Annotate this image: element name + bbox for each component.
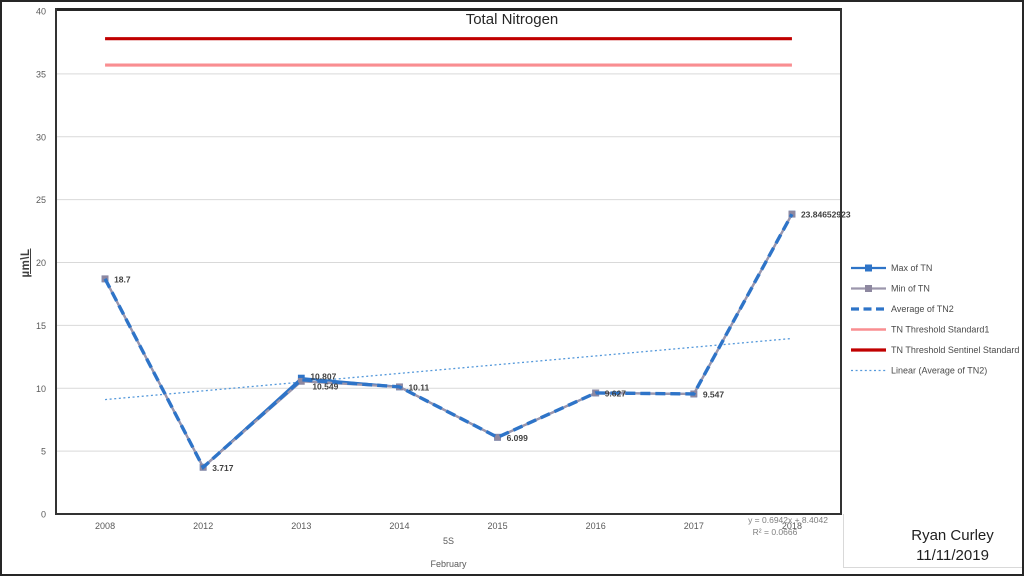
legend-item-average-of-tn2: Average of TN2 bbox=[851, 304, 954, 314]
data-label: 3.717 bbox=[212, 463, 234, 473]
data-label: 10.549 bbox=[312, 381, 338, 391]
x-tick-label: 2014 bbox=[389, 521, 409, 531]
legend-item-tn-threshold-sentinel-standard: TN Threshold Sentinel Standard bbox=[851, 345, 1019, 355]
author-block: Ryan Curley 11/11/2019 bbox=[880, 526, 1024, 566]
legend-sample-marker bbox=[865, 285, 872, 292]
axis-group-label-site: 5S bbox=[442, 536, 454, 546]
legend-label: Max of TN bbox=[891, 263, 932, 273]
marker-square bbox=[788, 210, 796, 218]
y-tick-label: 10 bbox=[36, 384, 46, 394]
y-axis-title: µm\L bbox=[20, 248, 32, 278]
axis-group-label-month: February bbox=[430, 559, 467, 569]
data-label: 10.11 bbox=[408, 382, 429, 392]
series-line-average-of-tn2 bbox=[103, 213, 794, 470]
x-tick-label: 2008 bbox=[95, 521, 115, 531]
legend-item-min-of-tn: Min of TN bbox=[851, 284, 930, 294]
author-name: Ryan Curley bbox=[911, 527, 994, 544]
legend-label: Average of TN2 bbox=[891, 304, 954, 314]
legend: Max of TN Min of TN Average of TN2 TN Thres… bbox=[851, 263, 1019, 376]
legend-label: TN Threshold Standard1 bbox=[891, 325, 989, 335]
marker-square bbox=[297, 377, 305, 385]
legend-label: Linear (Average of TN2) bbox=[891, 366, 987, 376]
series-markers-max-of-tn bbox=[101, 210, 796, 471]
series-line-min-of-tn bbox=[104, 213, 793, 470]
data-label: 23.84652923 bbox=[801, 210, 851, 220]
y-tick-label: 30 bbox=[36, 132, 46, 142]
legend-sample-marker bbox=[865, 264, 872, 272]
series-line-max-of-tn bbox=[104, 213, 793, 470]
y-tick-label: 5 bbox=[41, 447, 46, 457]
legend-item-tn-threshold-standard1: TN Threshold Standard1 bbox=[851, 325, 989, 335]
worksheet-gridline-vertical bbox=[843, 514, 844, 567]
y-axis-tick-labels: 0 5 10 15 20 25 30 35 40 bbox=[36, 7, 46, 520]
worksheet-gridline-horizontal bbox=[843, 567, 1022, 568]
data-label: 18.7 bbox=[114, 274, 131, 284]
trendline-r-squared: R² = 0.0666 bbox=[752, 527, 798, 537]
x-tick-label: 2016 bbox=[586, 521, 606, 531]
data-label: 9.547 bbox=[703, 389, 725, 399]
x-tick-label: 2012 bbox=[193, 521, 213, 531]
y-tick-label: 40 bbox=[36, 7, 46, 17]
y-tick-label: 20 bbox=[36, 258, 46, 268]
marker-square bbox=[494, 433, 501, 441]
y-tick-label: 25 bbox=[36, 195, 46, 205]
x-tick-label: 2015 bbox=[488, 521, 508, 531]
series-markers-min-of-tn bbox=[101, 210, 796, 471]
data-label: 10.807 bbox=[310, 372, 336, 382]
x-tick-label: 2018 bbox=[782, 521, 802, 531]
legend-item-linear-average-of-tn2: Linear (Average of TN2) bbox=[851, 366, 987, 376]
trendline-equation: y = 0.6942x + 8.4042 bbox=[748, 515, 828, 525]
x-tick-label: 2013 bbox=[291, 521, 311, 531]
data-label: 6.099 bbox=[507, 433, 529, 443]
chart-title: Total Nitrogen bbox=[465, 11, 559, 28]
author-date: 11/11/2019 bbox=[916, 547, 989, 564]
x-axis-category-labels: 2008 2012 2013 2014 2015 2016 2017 2018 bbox=[95, 521, 802, 531]
gridlines bbox=[56, 73, 841, 452]
x-tick-label: 2017 bbox=[684, 521, 704, 531]
plot-area-border bbox=[55, 8, 842, 515]
legend-label: Min of TN bbox=[891, 284, 930, 294]
linear-trendline bbox=[105, 337, 792, 401]
y-tick-label: 0 bbox=[41, 510, 46, 520]
legend-item-max-of-tn: Max of TN bbox=[851, 263, 932, 273]
y-tick-label: 35 bbox=[36, 69, 46, 79]
y-tick-label: 15 bbox=[36, 321, 46, 331]
data-label: 9.627 bbox=[605, 388, 627, 398]
legend-label: TN Threshold Sentinel Standard bbox=[891, 345, 1019, 355]
